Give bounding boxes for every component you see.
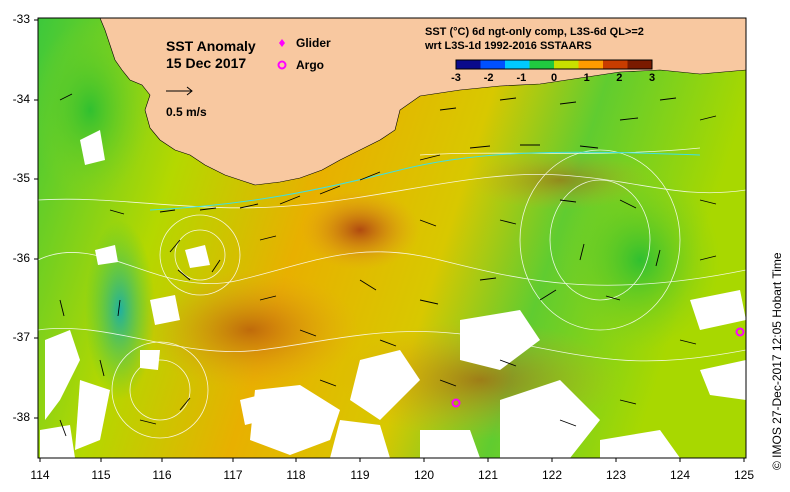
colorbar xyxy=(455,59,653,70)
vector-scale-label: 0.5 m/s xyxy=(166,105,207,119)
colorbar-tick-label: -2 xyxy=(483,72,494,84)
argo-float xyxy=(451,398,461,408)
y-axis-label: -37 xyxy=(12,330,30,344)
y-axis-label: -36 xyxy=(12,251,30,265)
colorbar-segment xyxy=(456,60,481,69)
x-axis-label: 115 xyxy=(91,468,111,482)
x-axis-label: 121 xyxy=(477,468,499,482)
plot-frame xyxy=(37,17,747,459)
colorbar-segment xyxy=(554,60,579,69)
x-axis-label: 123 xyxy=(605,468,627,482)
current-vectors xyxy=(59,93,717,437)
colorbar-border xyxy=(455,59,653,70)
product-line-2: wrt L3S-1d 1992-2016 SSTAARS xyxy=(425,40,592,52)
missing-data xyxy=(40,130,746,458)
colorbar-segment xyxy=(505,60,530,69)
colorbar-tick-label: -3 xyxy=(451,72,461,84)
colorbar-segment xyxy=(603,60,628,69)
x-axis-label: 114 xyxy=(30,468,50,482)
ssh-contours xyxy=(38,147,746,439)
colorbar-tick-label: 1 xyxy=(583,72,590,84)
colorbar-segment xyxy=(480,60,506,69)
product-line-1: SST (°C) 6d ngt-only comp, L3S-6d QL>=2 xyxy=(425,26,644,38)
x-axis-label: 125 xyxy=(733,468,755,482)
legend-glider-label: Glider xyxy=(296,36,331,50)
imos-credit: © IMOS 27-Dec-2017 12:05 Hobart Time xyxy=(770,252,784,470)
x-axis-label: 119 xyxy=(350,468,370,482)
x-axis-label: 117 xyxy=(223,468,243,482)
glider-marker-icon xyxy=(279,39,285,47)
map-date: 15 Dec 2017 xyxy=(166,55,247,71)
warm-anomaly xyxy=(300,190,420,270)
legend-argo-label: Argo xyxy=(296,58,324,72)
x-axis-label: 124 xyxy=(669,468,691,482)
axis-ticks xyxy=(34,19,745,462)
vector-scale-arrow xyxy=(166,86,193,96)
colorbar-tick-label: -1 xyxy=(516,72,527,84)
x-axis-label: 122 xyxy=(541,468,563,482)
y-axis-label: -34 xyxy=(12,92,30,106)
x-axis-label: 116 xyxy=(152,468,172,482)
map-title: SST Anomaly xyxy=(166,38,256,54)
colorbar-segment xyxy=(627,60,653,69)
argo-marker-icon xyxy=(277,60,287,70)
cyan-contour xyxy=(149,151,701,211)
warm-anomaly xyxy=(140,270,360,390)
argo-float xyxy=(735,327,745,337)
y-axis-label: -33 xyxy=(12,12,30,26)
colorbar-tick-label: 3 xyxy=(648,72,656,84)
colorbar-tick-label: 2 xyxy=(616,72,623,84)
cool-anomaly xyxy=(85,220,155,400)
colorbar-tick-label: 0 xyxy=(550,72,558,84)
x-axis-label: 120 xyxy=(413,468,435,482)
y-axis-label: -38 xyxy=(12,410,30,424)
y-axis-label: -35 xyxy=(12,171,30,185)
cool-anomaly xyxy=(560,170,720,350)
x-axis-label: 118 xyxy=(286,468,306,482)
colorbar-segment xyxy=(578,60,604,69)
colorbar-segment xyxy=(529,60,555,69)
